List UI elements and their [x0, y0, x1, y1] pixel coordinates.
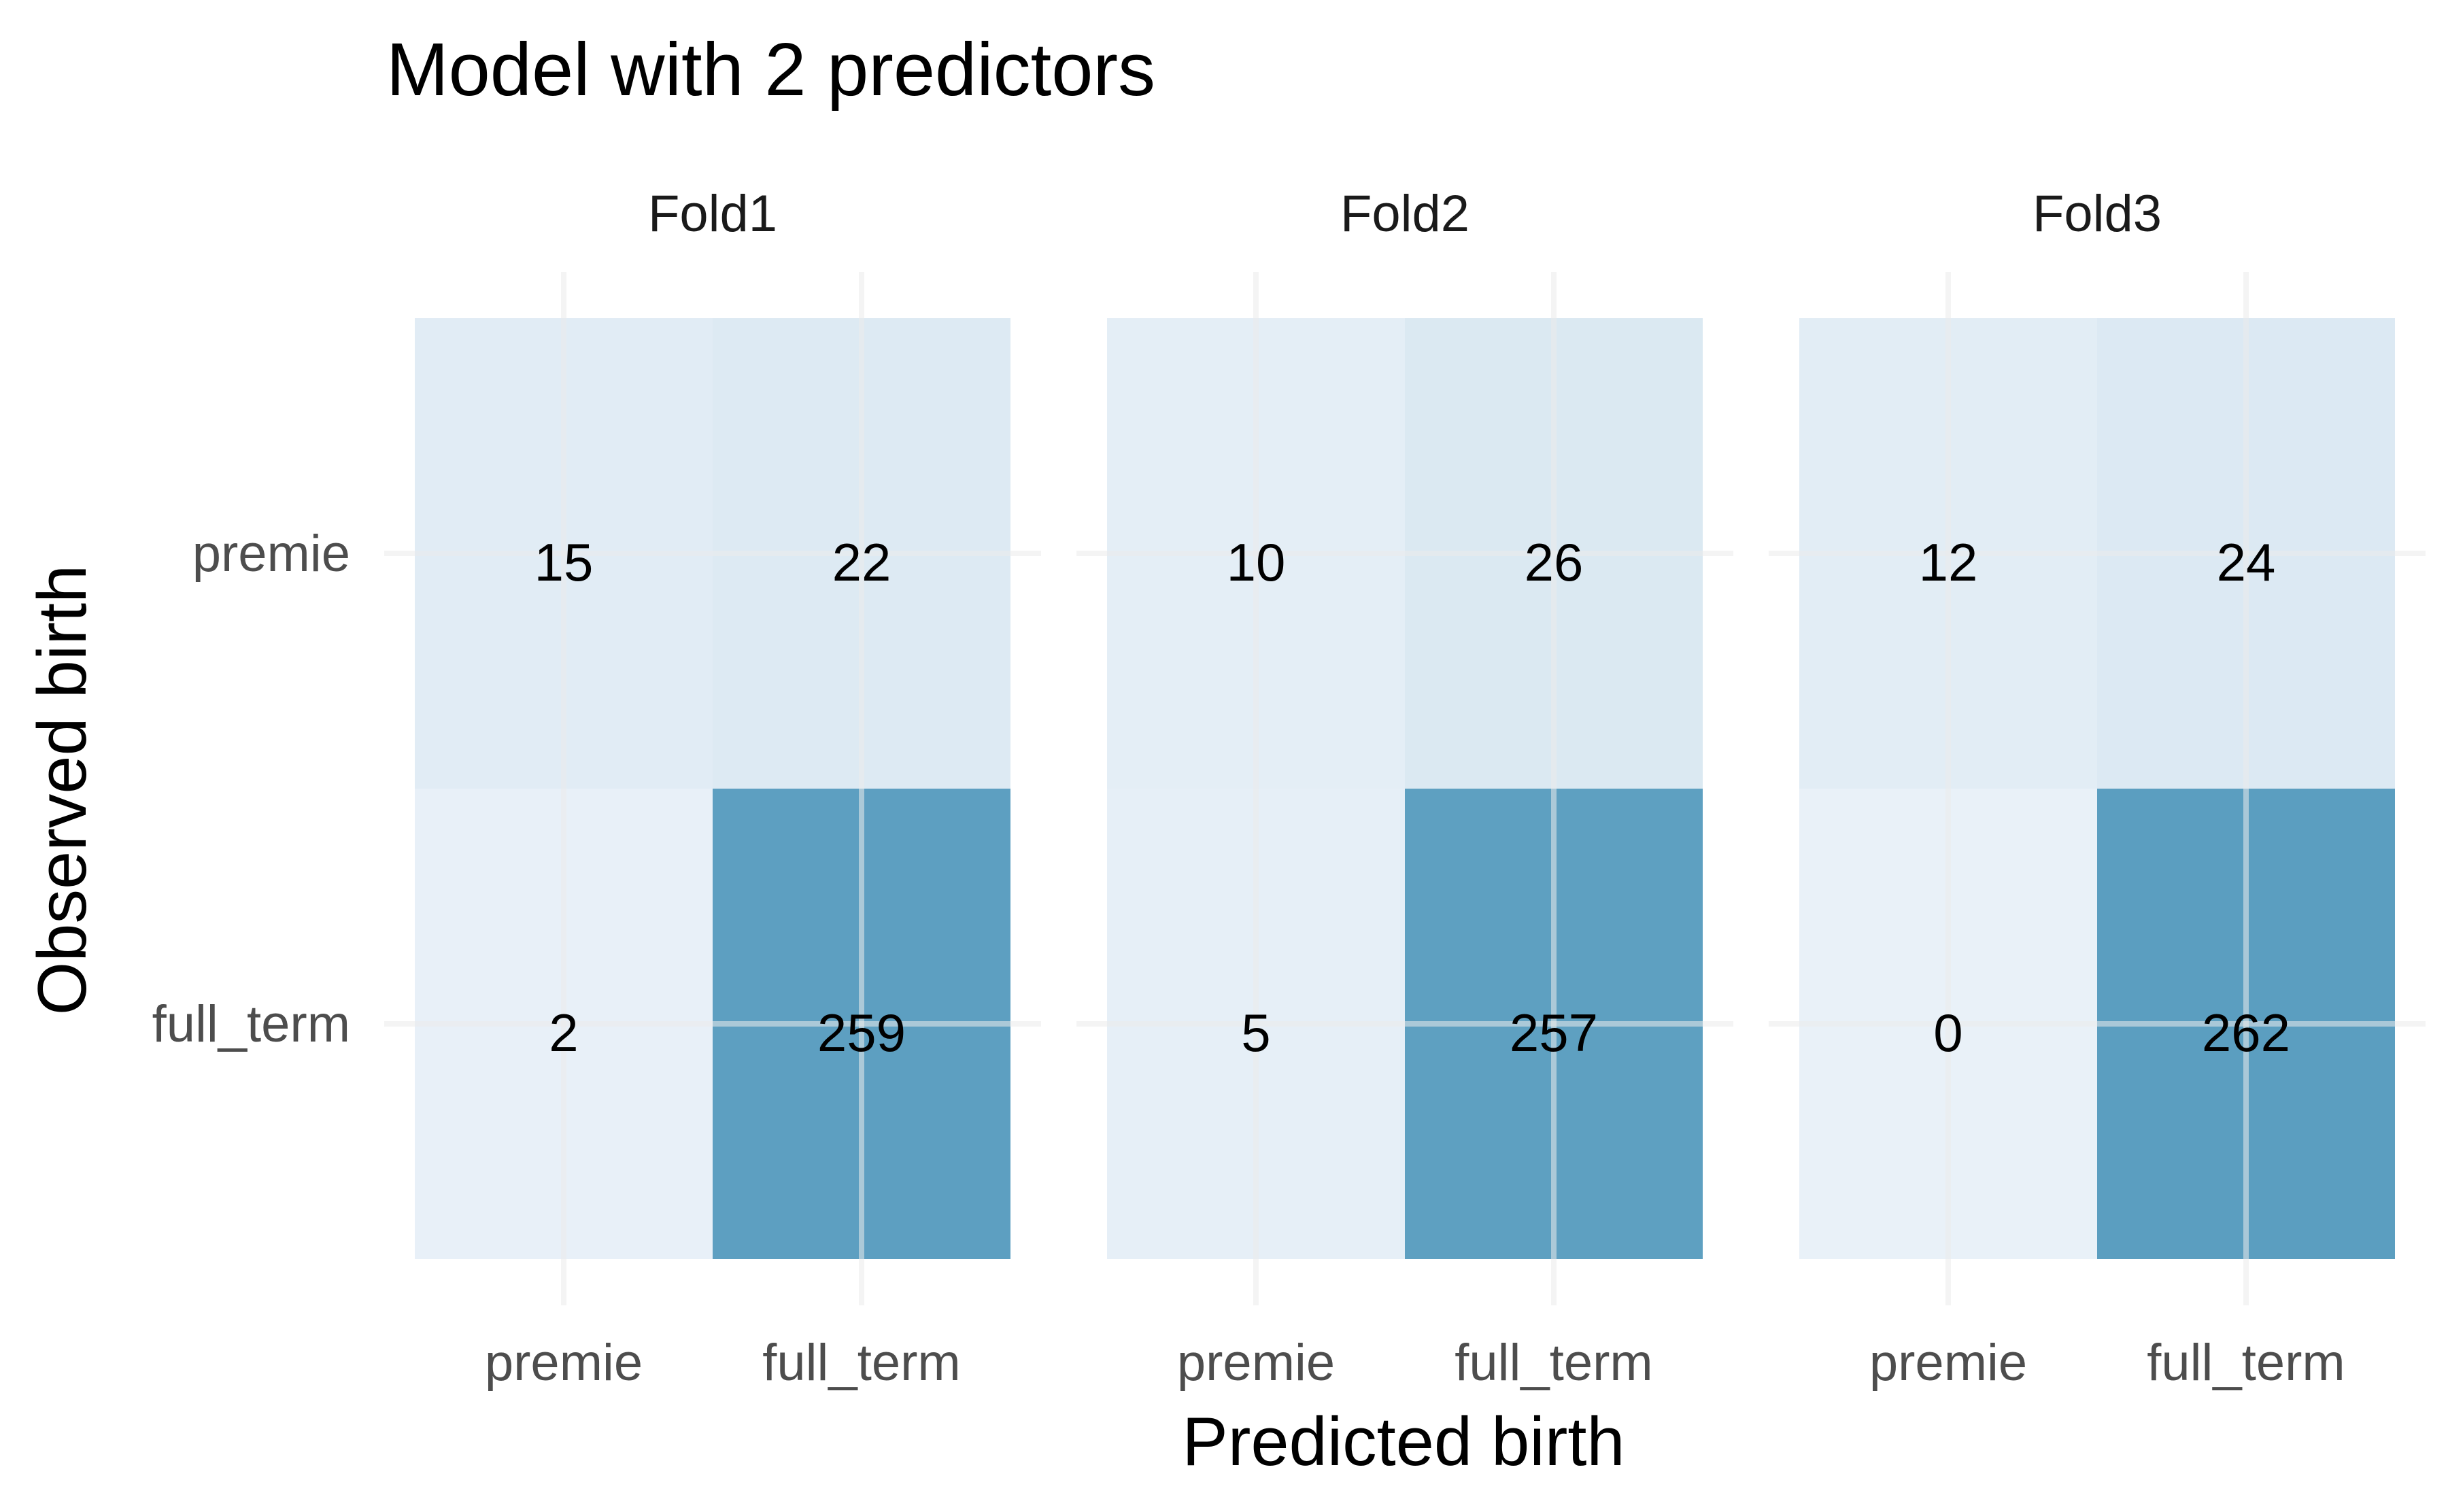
x-tick-label: premie — [1869, 1334, 2027, 1392]
x-axis-title: Predicted birth — [1182, 1404, 1625, 1480]
x-tick-label: full_term — [1455, 1334, 1652, 1392]
cell-count-label: 12 — [1919, 532, 1978, 592]
y-axis-title: Observed birth — [24, 565, 101, 1015]
y-tick-label: premie — [192, 525, 350, 583]
x-tick-label: premie — [485, 1334, 643, 1392]
x-tick-label: premie — [1177, 1334, 1335, 1392]
y-tick-label: full_term — [152, 995, 350, 1053]
cell-count-label: 26 — [1525, 532, 1584, 592]
cell-count-label: 22 — [832, 532, 891, 592]
facet-strip-label: Fold2 — [1340, 185, 1469, 243]
x-tick-label: full_term — [762, 1334, 960, 1392]
cell-count-label: 0 — [1933, 1003, 1962, 1063]
facet-strip-label: Fold1 — [648, 185, 777, 243]
cell-count-label: 262 — [2202, 1003, 2290, 1063]
cell-count-label: 10 — [1227, 532, 1286, 592]
cell-count-label: 259 — [817, 1003, 906, 1063]
facet-panel-fold3: 12 24 0 262 Fold3 premie full_term — [1769, 185, 2426, 1392]
cell-count-label: 2 — [549, 1003, 578, 1063]
cell-count-label: 15 — [534, 532, 594, 592]
cell-count-label: 5 — [1241, 1003, 1270, 1063]
facet-strip-label: Fold3 — [2033, 185, 2162, 243]
chart-title: Model with 2 predictors — [386, 28, 1155, 111]
facet-panel-fold2: 10 26 5 257 Fold2 premie full_term — [1076, 185, 1733, 1392]
cell-count-label: 24 — [2217, 532, 2276, 592]
x-tick-label: full_term — [2147, 1334, 2345, 1392]
cell-count-label: 257 — [1510, 1003, 1598, 1063]
